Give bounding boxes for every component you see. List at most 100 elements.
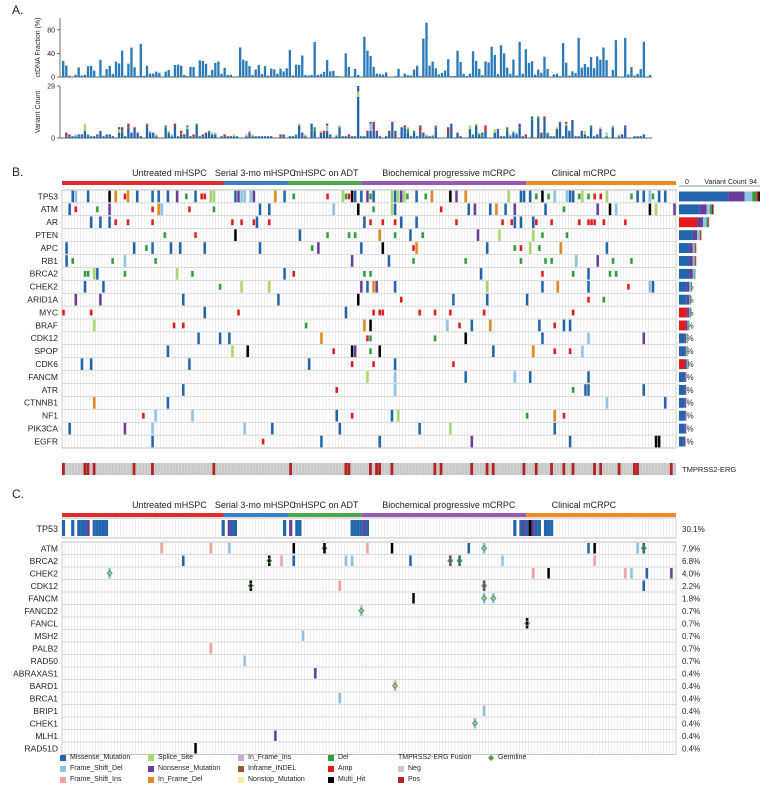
oncoprint-b-cell [74, 206, 78, 213]
legend-swatch [238, 776, 244, 783]
oncoprint-b-cell [476, 229, 480, 241]
fusion-pos-cell [550, 463, 554, 475]
ctdna-bar [515, 75, 518, 77]
oncoprint-b-cell [513, 216, 517, 229]
oncoprint-c-cell [670, 568, 673, 579]
ctdna-bar [648, 74, 652, 77]
hbar-segment [687, 320, 689, 331]
ctdna-bar [543, 56, 546, 77]
c-cohort-bar-0 [62, 513, 224, 517]
oncoprint-b-cell [298, 229, 302, 241]
variant-bar-segment [266, 136, 270, 138]
variant-bar-segment [338, 127, 341, 130]
variant-bar-segment [145, 127, 149, 138]
gene-label-fancm: FANCM [28, 372, 58, 382]
oncoprint-b-cell [320, 332, 323, 345]
oncoprint-b-cell [535, 193, 538, 200]
legend-swatch [148, 754, 154, 761]
oncoprint-b-cell [507, 190, 510, 203]
fusion-pos-cell [369, 463, 373, 475]
legend-fusion-pos: Pos [398, 776, 420, 783]
variant-bar-segment [68, 134, 71, 137]
variant-bar-segment [279, 134, 282, 137]
ctdna-bar [114, 61, 118, 77]
ctdna-bar [248, 66, 251, 77]
ctdna-bar [263, 66, 267, 77]
hbar-segment [695, 243, 697, 253]
oncoprint-c-cell [209, 643, 213, 654]
ctdna-bar [534, 74, 537, 77]
ctdna-bar [540, 72, 543, 77]
fusion-pos-cell [132, 463, 136, 475]
variant-bar-segment [391, 121, 394, 124]
legend-label: Germline [498, 754, 527, 761]
oncoprint-b-cell [310, 245, 314, 251]
oncoprint-b-cell [642, 190, 645, 203]
variant-bar-segment [502, 136, 506, 138]
oncoprint-b-cell [218, 332, 222, 345]
ctdna-bar [437, 74, 441, 77]
variant-bar-segment [617, 134, 621, 137]
gene-label-arid1a: ARID1A [27, 294, 58, 304]
variant-bar-segment [86, 136, 90, 138]
hbar-segment [697, 217, 704, 228]
hbar-segment [756, 191, 759, 202]
legend-fusion-neg: Neg [398, 765, 421, 772]
ctdna-bar [527, 62, 531, 77]
oncoprint-c-tp53-cell [365, 520, 369, 536]
ctdna-bar [180, 65, 183, 77]
variant-bar-segment [183, 134, 186, 137]
c-gene-pct-fancd2: 0.7% [682, 607, 700, 616]
oncoprint-b-cell [568, 435, 572, 448]
oncoprint-b-cell [372, 309, 375, 316]
oncoprint-b-cell [151, 219, 154, 226]
variant-bar-segment [223, 136, 226, 138]
legend-swatch [398, 776, 404, 783]
c-cohort-bar-4 [526, 513, 676, 517]
c-cohort-bar-2 [287, 513, 362, 517]
variant-bar-segment [515, 132, 518, 135]
oncoprint-c-tp53-cell [295, 520, 299, 536]
c-gene-pct-abraxas1: 0.4% [682, 669, 700, 678]
oncoprint-b-cell [274, 190, 277, 203]
oncoprint-c-cell [182, 555, 185, 566]
oncoprint-b-cell [624, 219, 627, 226]
oncoprint-b-cell [169, 242, 173, 254]
variant-bar-segment [329, 136, 332, 138]
oncoprint-b-cell [584, 384, 587, 396]
oncoprint-b-cell [366, 335, 369, 342]
variant-bar-segment [537, 116, 540, 119]
variant-bar-segment [540, 132, 543, 135]
ctdna-bar [257, 64, 260, 77]
oncoprint-b-cell [599, 193, 603, 200]
c-gene-label-atm: ATM [41, 543, 58, 553]
fusion-pos-cell [485, 463, 489, 475]
variant-bar-segment [108, 134, 111, 137]
hbar-segment [684, 385, 686, 395]
oncoprint-c-cell [108, 568, 111, 579]
oncoprint-b-cell [651, 193, 655, 200]
hbar-segment [689, 256, 693, 266]
legend-swatch [148, 765, 154, 772]
variant-bar-segment [226, 136, 229, 138]
variant-bar-segment [304, 134, 307, 137]
oncoprint-b-cell [151, 435, 154, 448]
oncoprint-b-cell [86, 270, 90, 277]
variant-bar-segment [214, 132, 217, 135]
variant-bar-segment [117, 132, 121, 138]
variant-bar-segment [102, 136, 105, 138]
gene-label-cdk12: CDK12 [31, 333, 59, 343]
oncoprint-b-cell [89, 216, 93, 229]
oncoprint-b-cell [347, 232, 351, 239]
oncoprint-b-cell [587, 384, 590, 396]
oncoprint-b-cell [424, 193, 428, 200]
variant-bar-segment [624, 127, 627, 130]
legend-label: Neg [408, 765, 421, 772]
variant-bar-segment [117, 127, 121, 130]
fusion-pos-cell [390, 463, 394, 475]
legend-label: Nonstop_Mutation [248, 776, 305, 783]
oncoprint-b-cell [400, 216, 403, 229]
oncoprint-b-cell [132, 242, 136, 254]
ctdna-bar [397, 68, 400, 77]
variant-bar-segment [605, 132, 608, 135]
